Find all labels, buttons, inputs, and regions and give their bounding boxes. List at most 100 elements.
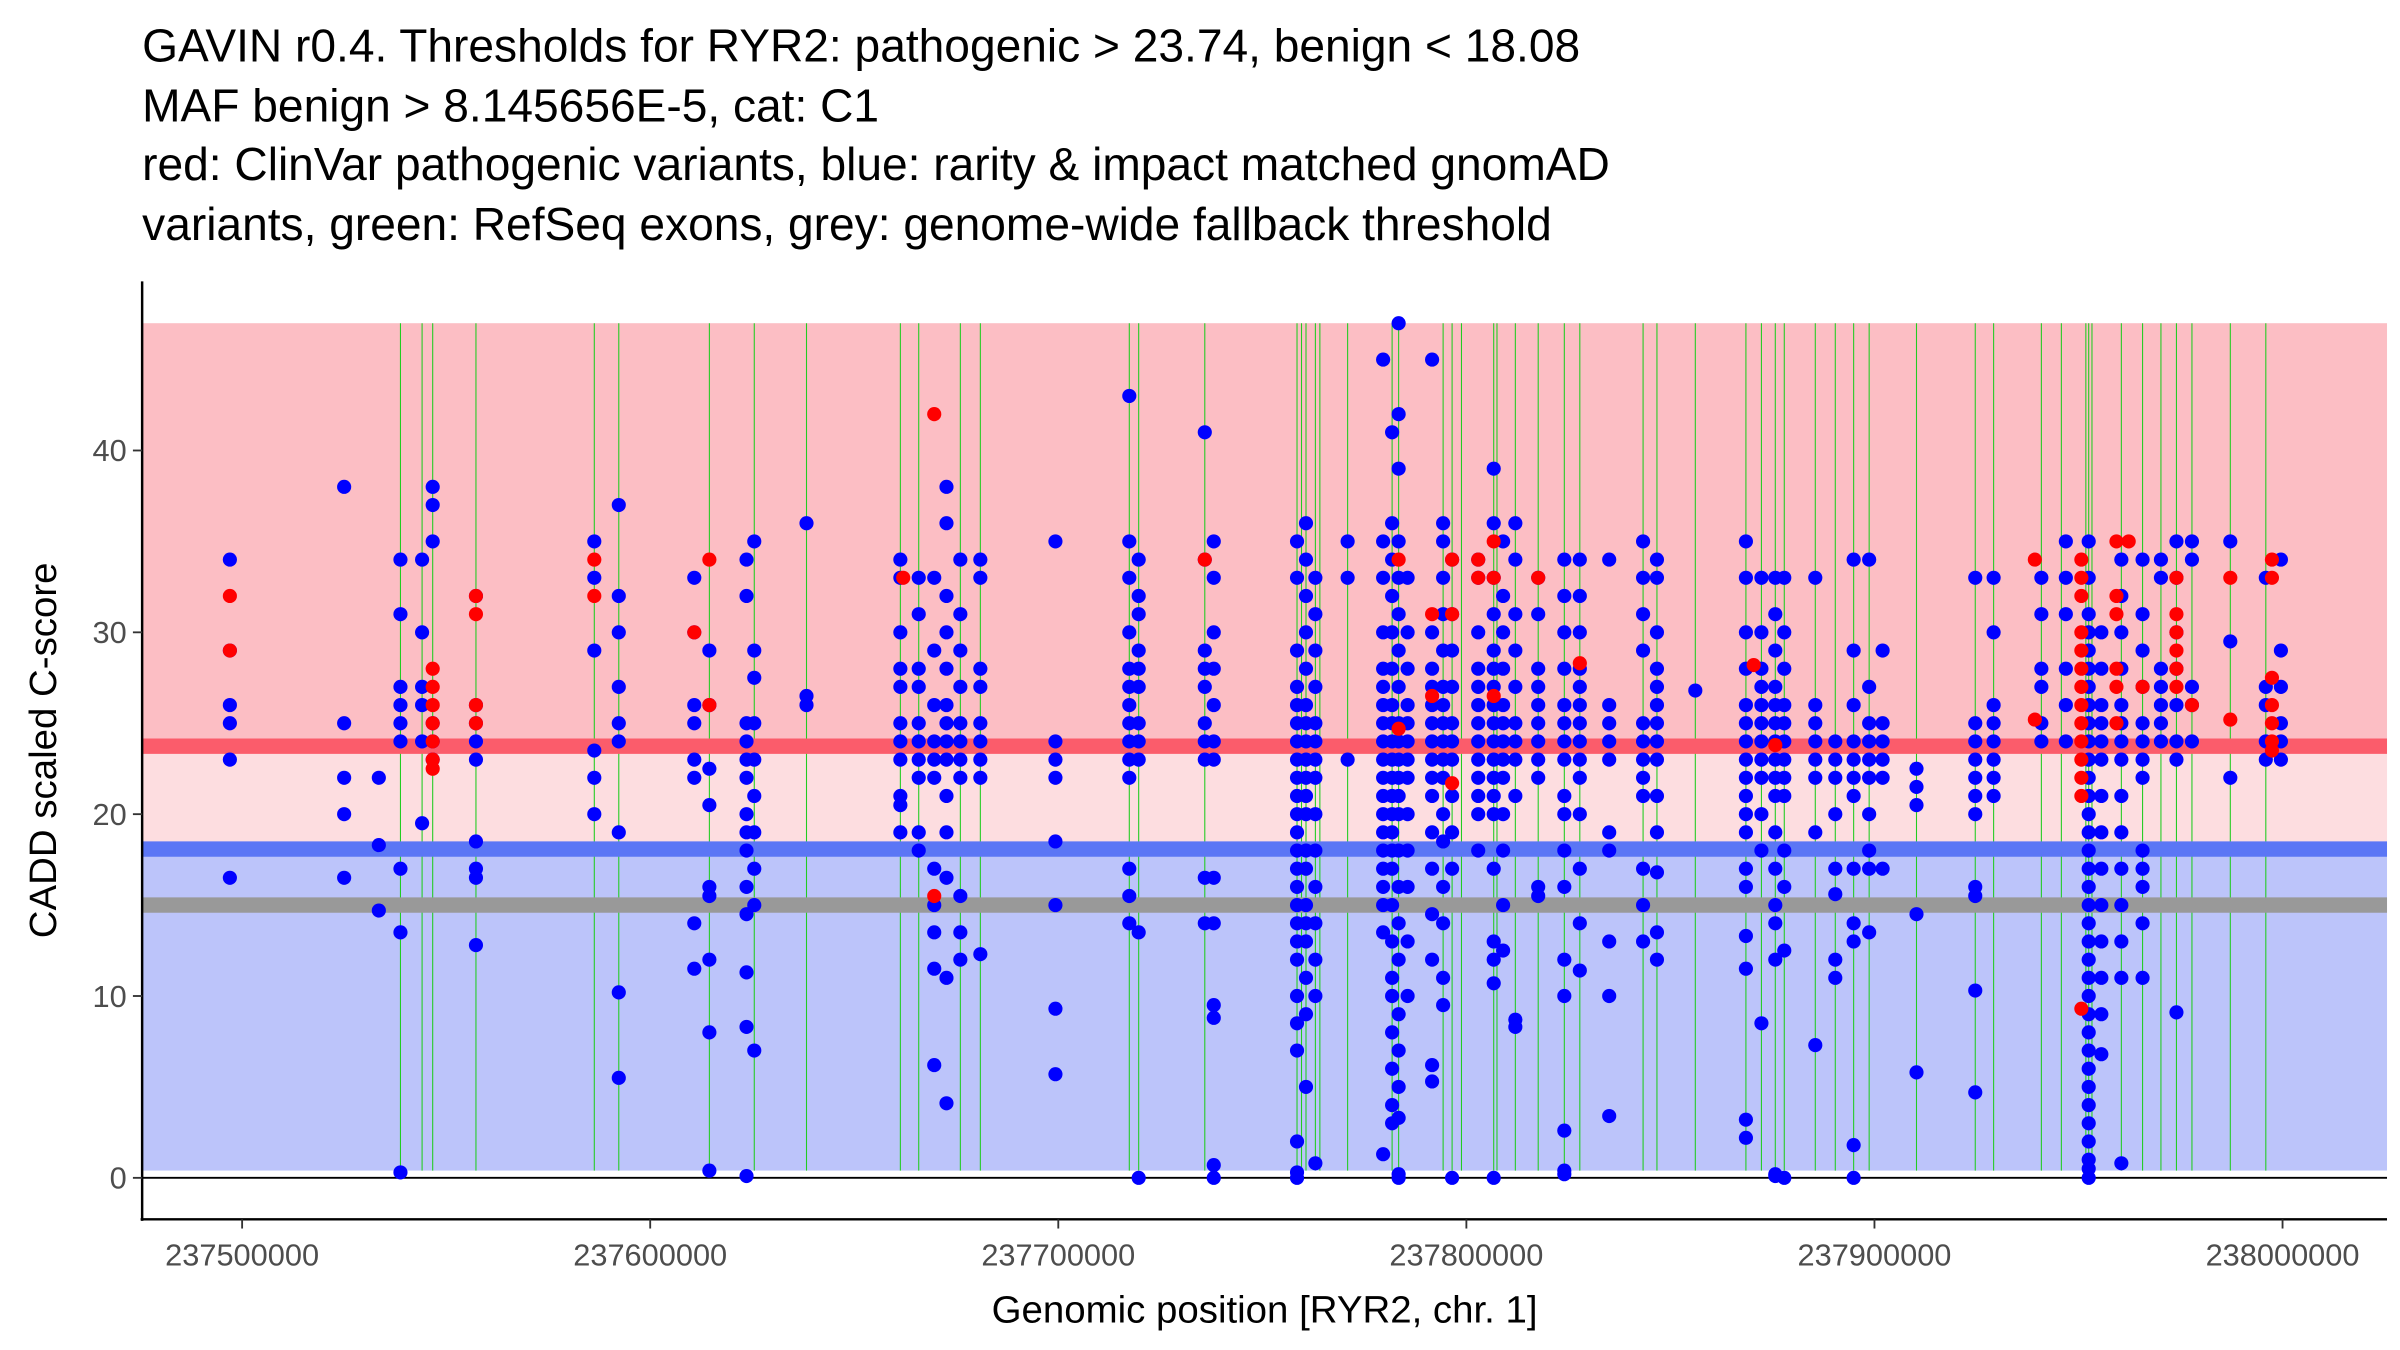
gnomad-point [2223, 534, 2238, 549]
clinvar-point [2074, 588, 2089, 604]
gnomad-point [1828, 887, 1843, 902]
gnomad-point [1131, 716, 1146, 731]
gnomad-point [1508, 552, 1523, 567]
gnomad-point [1376, 352, 1391, 367]
gnomad-point [1400, 734, 1415, 749]
gnomad-point [1636, 534, 1651, 549]
gnomad-point [687, 770, 702, 785]
gnomad-point [739, 1019, 754, 1034]
gnomad-point [611, 985, 626, 1000]
gnomad-point [1340, 570, 1355, 585]
gnomad-point [1425, 788, 1440, 804]
gnomad-point [2114, 752, 2129, 767]
gnomad-point [1400, 934, 1415, 949]
gnomad-point [1400, 770, 1415, 785]
gnomad-point [1436, 697, 1451, 713]
gnomad-point [1875, 861, 1890, 876]
gnomad-point [1308, 752, 1323, 767]
gnomad-point [1968, 734, 1983, 749]
gnomad-point [687, 752, 702, 767]
gnomad-point [973, 552, 988, 567]
gnomad-point [1738, 752, 1753, 767]
gnomad-point [2135, 770, 2150, 785]
gnomad-point [2081, 916, 2096, 931]
gnomad-point [1862, 843, 1877, 858]
gnomad-point [2081, 1079, 2096, 1094]
gnomad-point [1862, 734, 1877, 749]
gnomad-point [2114, 625, 2129, 640]
gnomad-point [1391, 316, 1406, 331]
gnomad-point [1862, 716, 1877, 731]
x-tick-label: 237500000 [165, 1237, 319, 1272]
gnomad-point [1445, 788, 1460, 804]
clinvar-point [927, 407, 942, 422]
clinvar-point [2121, 534, 2136, 549]
gnomad-point [1846, 1170, 1861, 1185]
gnomad-point [2135, 734, 2150, 749]
gnomad-point [927, 734, 942, 749]
gnomad-point [1376, 570, 1391, 585]
clinvar-point [2169, 679, 2184, 694]
gnomad-point [953, 643, 968, 658]
gnomad-point [1557, 552, 1572, 567]
gnomad-point [1875, 770, 1890, 785]
gnomad-point [1738, 625, 1753, 640]
gnomad-point [2034, 679, 2049, 694]
gnomad-point [1400, 625, 1415, 640]
gnomad-point [2081, 861, 2096, 876]
gnomad-point [1557, 716, 1572, 731]
gnomad-point [1385, 588, 1400, 604]
gnomad-point [468, 938, 484, 953]
gnomad-point [1557, 807, 1572, 822]
gnomad-point [1649, 679, 1665, 694]
gnomad-point [893, 752, 908, 767]
gnomad-point [337, 807, 352, 822]
gnomad-point [1400, 570, 1415, 585]
gnomad-point [1445, 643, 1460, 658]
gnomad-point [1602, 734, 1617, 749]
gnomad-point [1602, 843, 1617, 858]
gnomad-point [587, 743, 602, 758]
gnomad-point [1557, 788, 1572, 804]
gnomad-point [927, 697, 942, 713]
x-tick-label: 237800000 [1389, 1237, 1543, 1272]
gnomad-point [1968, 788, 1983, 804]
gnomad-point [1391, 952, 1406, 967]
gnomad-point [1754, 752, 1769, 767]
gnomad-point [1400, 752, 1415, 767]
clinvar-point [1425, 607, 1440, 622]
gnomad-point [1486, 976, 1501, 991]
gnomad-point [2153, 697, 2169, 713]
gnomad-point [2114, 934, 2129, 949]
gnomad-point [1436, 834, 1451, 849]
title-line-2: MAF benign > 8.145656E-5, cat: C1 [142, 79, 879, 131]
gnomad-point [1777, 788, 1792, 804]
gnomad-point [1289, 952, 1305, 967]
clinvar-point [1197, 552, 1212, 567]
gnomad-point [393, 679, 408, 694]
gnomad-point [1557, 843, 1572, 858]
gnomad-point [468, 752, 484, 767]
gnomad-point [2081, 970, 2096, 985]
gnomad-point [1385, 861, 1400, 876]
gnomad-point [927, 1058, 942, 1073]
gnomad-point [1572, 679, 1587, 694]
gnomad-point [337, 870, 352, 885]
clinvar-point [2074, 770, 2089, 785]
gnomad-point [1754, 697, 1769, 713]
gnomad-point [1636, 570, 1651, 585]
gnomad-point [939, 870, 954, 885]
gnomad-point [2184, 552, 2200, 567]
gnomad-point [1425, 352, 1440, 367]
gnomad-point [687, 716, 702, 731]
gnomad-point [1986, 697, 2001, 713]
gnomad-point [2034, 661, 2049, 676]
gnomad-point [1048, 834, 1063, 849]
gnomad-point [1738, 879, 1753, 894]
gnomad-point [1425, 1074, 1440, 1089]
clinvar-point [2169, 661, 2184, 676]
gnomad-point [1754, 716, 1769, 731]
gnomad-point [1436, 879, 1451, 894]
clinvar-point [1768, 737, 1783, 753]
gnomad-point [1391, 788, 1406, 804]
